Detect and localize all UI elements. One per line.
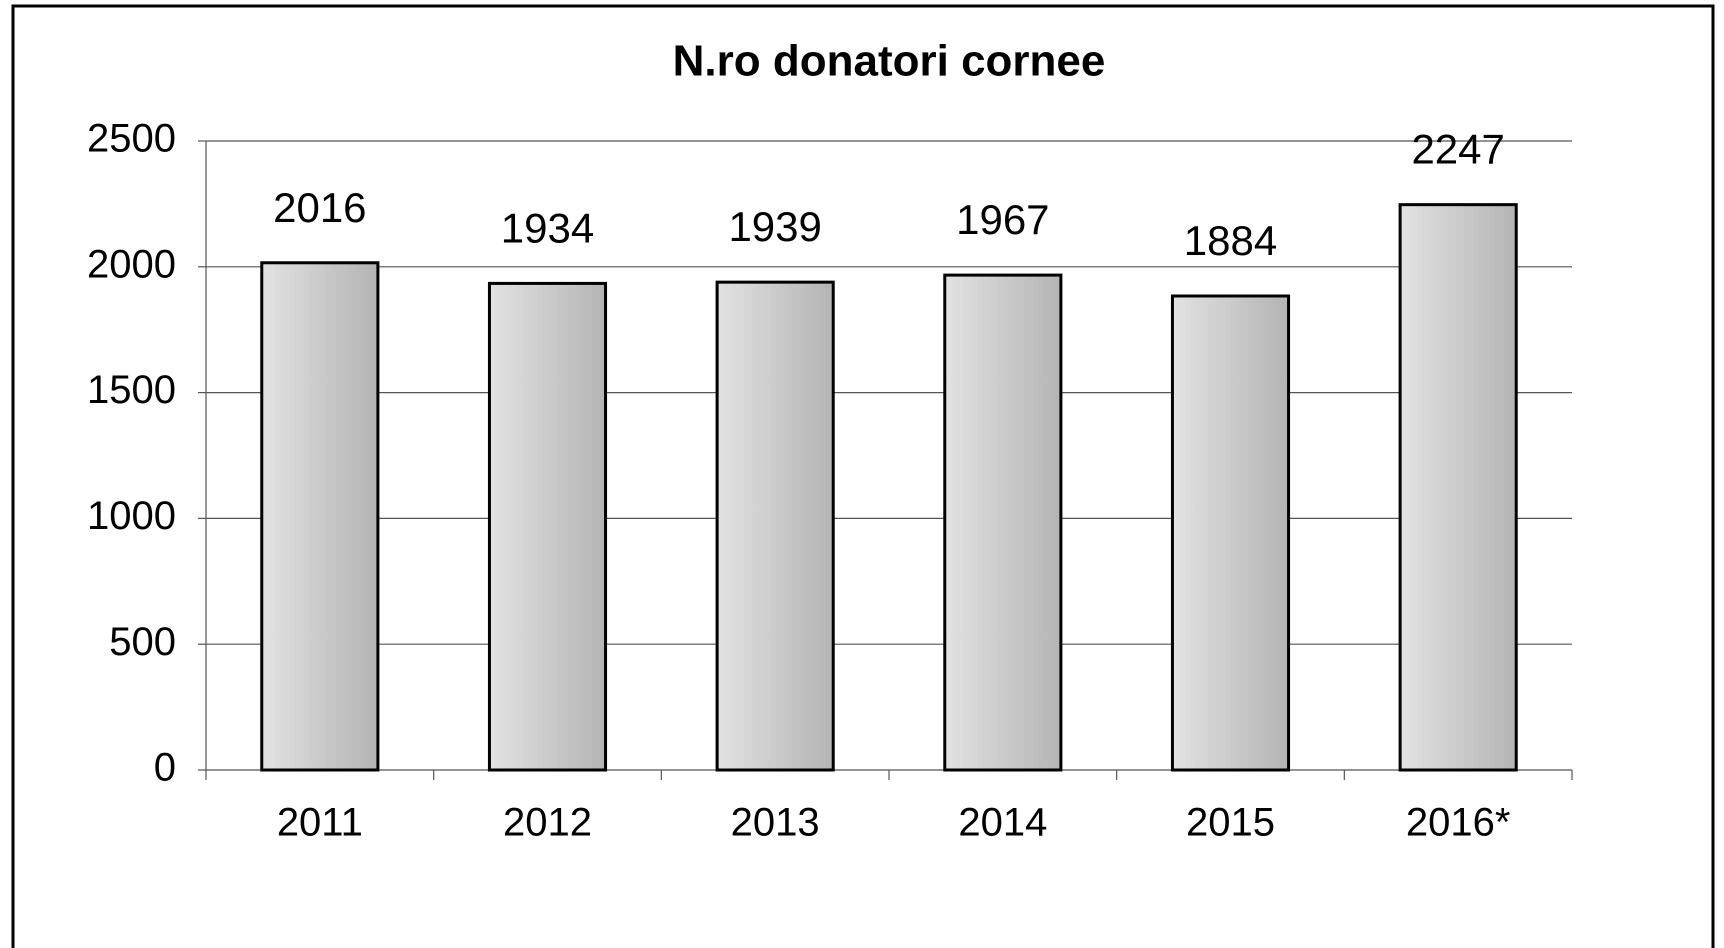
x-tick-label: 2016* xyxy=(1406,801,1511,845)
bar xyxy=(1398,203,1518,772)
bar xyxy=(715,280,835,772)
chart-title: N.ro donatori cornee xyxy=(673,37,1106,86)
y-tick-label: 1500 xyxy=(87,368,176,412)
data-label: 1934 xyxy=(501,204,594,251)
y-tick-label: 500 xyxy=(109,620,176,664)
y-tick-label: 0 xyxy=(154,746,176,790)
data-label: 1939 xyxy=(728,203,821,250)
y-tick-label: 2000 xyxy=(87,242,176,286)
data-label: 2247 xyxy=(1411,126,1504,173)
bar xyxy=(1170,294,1291,772)
data-label: 1967 xyxy=(956,196,1049,243)
data-label: 2016 xyxy=(273,184,366,231)
x-tick-label: 2014 xyxy=(958,801,1047,845)
y-tick-label: 2500 xyxy=(87,117,176,161)
x-tick-label: 2011 xyxy=(277,801,363,845)
x-tick-label: 2013 xyxy=(731,801,820,845)
x-tick-label: 2015 xyxy=(1186,801,1275,845)
bar xyxy=(943,273,1063,772)
bar xyxy=(487,281,608,772)
bar xyxy=(260,261,380,772)
y-tick-label: 1000 xyxy=(87,494,176,538)
data-label: 1884 xyxy=(1184,217,1277,264)
x-tick-label: 2012 xyxy=(503,801,592,845)
